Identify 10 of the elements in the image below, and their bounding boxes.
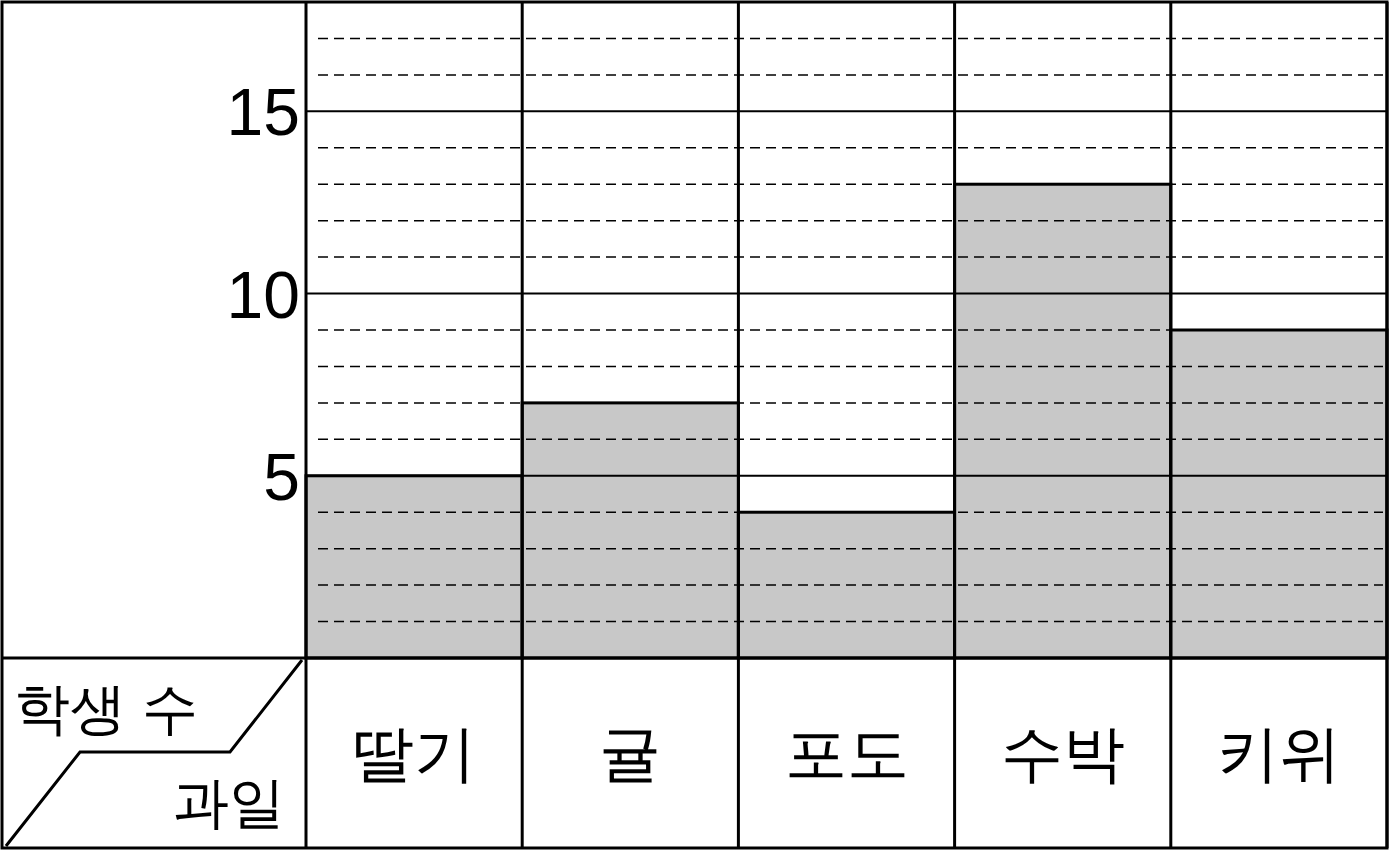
y-axis-title: 학생 수 <box>14 677 198 740</box>
x-tick-label: 딸기 <box>352 719 477 788</box>
x-tick-label: 키위 <box>1216 719 1341 788</box>
y-tick-label: 5 <box>263 439 300 514</box>
y-tick-label: 15 <box>226 75 300 150</box>
x-tick-label: 수박 <box>1000 719 1125 788</box>
x-axis-title: 과일 <box>173 771 285 834</box>
y-tick-label: 10 <box>226 257 300 332</box>
x-tick-label: 귤 <box>599 719 662 788</box>
x-tick-label: 포도 <box>784 719 909 788</box>
